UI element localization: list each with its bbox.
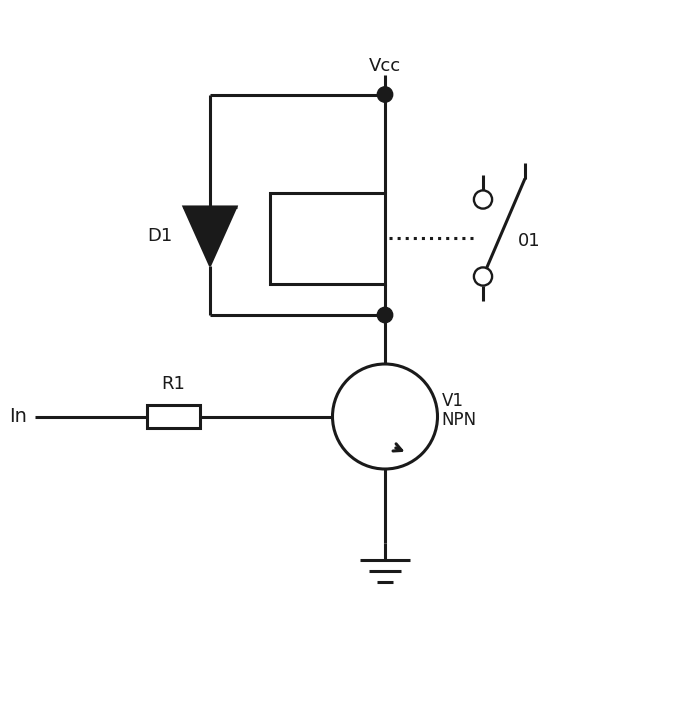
Text: NPN: NPN <box>442 411 477 429</box>
Text: V1: V1 <box>442 392 463 410</box>
Text: In: In <box>8 407 27 426</box>
Text: R1: R1 <box>161 375 186 392</box>
Circle shape <box>474 267 492 286</box>
Circle shape <box>332 364 438 469</box>
Circle shape <box>377 87 393 103</box>
Text: D1: D1 <box>147 227 172 245</box>
Bar <box>147 405 200 428</box>
Text: 01: 01 <box>518 233 540 250</box>
Circle shape <box>474 190 492 209</box>
Text: Vcc: Vcc <box>369 57 401 75</box>
Polygon shape <box>183 206 237 266</box>
Bar <box>270 192 385 284</box>
Circle shape <box>377 308 393 322</box>
